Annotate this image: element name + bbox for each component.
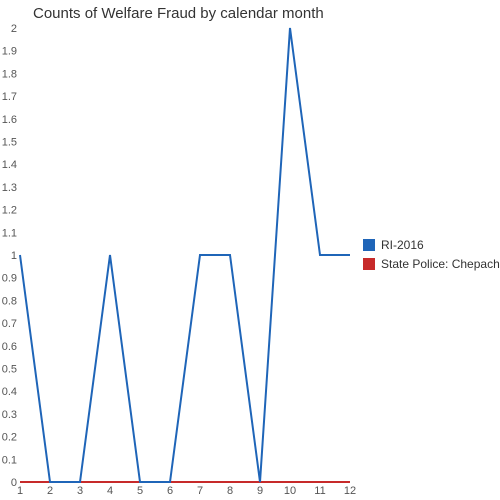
- legend-label: RI-2016: [381, 238, 424, 252]
- y-tick-label: 1.2: [2, 205, 17, 217]
- x-tick-label: 7: [197, 485, 203, 497]
- y-tick-label: 1.8: [2, 68, 17, 80]
- y-tick-label: 2: [11, 23, 17, 35]
- y-tick-label: 1.3: [2, 182, 17, 194]
- x-tick-label: 10: [284, 485, 296, 497]
- y-tick-label: 1: [11, 250, 17, 262]
- x-tick-label: 5: [137, 485, 143, 497]
- x-tick-label: 6: [167, 485, 173, 497]
- x-tick-label: 11: [314, 485, 325, 497]
- plot-area: [19, 27, 350, 483]
- y-axis: 0 0.1 0.2 0.3 0.4 0.5 0.6 0.7 0.8 0.9 1 1.1 1.2 1.3 1.…: [2, 23, 17, 489]
- y-tick-label: 1.7: [2, 91, 17, 103]
- y-tick-label: 0.5: [2, 364, 17, 376]
- y-tick-label: 0.9: [2, 273, 17, 285]
- x-tick-label: 4: [107, 485, 113, 497]
- legend-swatch: [363, 258, 375, 270]
- y-tick-label: 0.7: [2, 318, 17, 330]
- legend-label: State Police: Chepachet: [381, 257, 500, 271]
- y-tick-label: 1.5: [2, 137, 17, 149]
- x-tick-label: 3: [77, 485, 83, 497]
- legend-swatch: [363, 239, 375, 251]
- x-tick-label: 12: [344, 485, 356, 497]
- y-tick-label: 1.6: [2, 114, 17, 126]
- x-tick-label: 8: [227, 485, 233, 497]
- y-tick-label: 0: [11, 477, 17, 489]
- y-tick-label: 0.8: [2, 295, 17, 307]
- series-line: [19, 27, 350, 483]
- y-tick-label: 1.4: [2, 159, 17, 171]
- x-axis: 1 2 3 4 5 6 7 8 9 10 11 12: [17, 485, 356, 497]
- y-tick-label: 0.2: [2, 432, 17, 444]
- y-tick-label: 1.9: [2, 46, 17, 58]
- y-tick-label: 0.3: [2, 409, 17, 421]
- y-tick-label: 0.6: [2, 341, 17, 353]
- chart-title: Counts of Welfare Fraud by calendar mont…: [33, 5, 324, 22]
- y-tick-label: 1.1: [2, 227, 17, 239]
- y-tick-label: 0.1: [2, 454, 17, 466]
- y-tick-label: 0.4: [2, 386, 17, 398]
- x-tick-label: 9: [257, 485, 263, 497]
- x-tick-label: 2: [47, 485, 53, 497]
- x-tick-label: 1: [17, 485, 23, 497]
- legend: RI-2016 State Police: Chepachet: [363, 238, 500, 271]
